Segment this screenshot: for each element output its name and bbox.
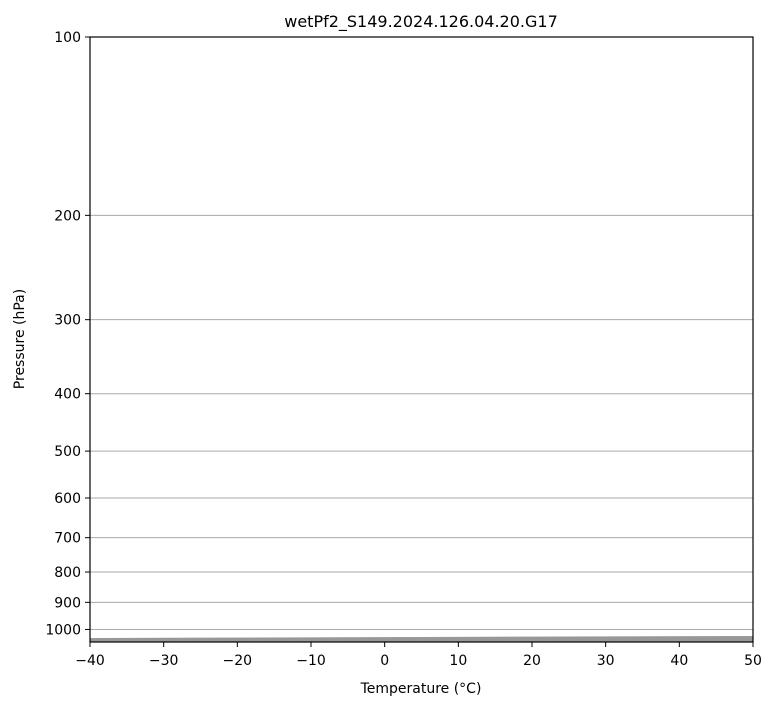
y-tick-label: 300 [54,313,81,329]
plot-area: 0.10.20.40.611.52346810131620253036-100-… [90,37,753,642]
x-tick-label: 20 [523,653,541,669]
y-tick-label: 200 [54,208,81,224]
y-axis-ticks: 100 200 300 400 500 600 700 800 900 1000 [45,30,90,638]
x-axis-label: Temperature (°C) [360,681,482,697]
isobar-gridlines [90,37,753,630]
x-tick-label: 50 [744,653,762,669]
x-tick-label: −20 [223,653,253,669]
x-tick-label: 30 [597,653,615,669]
plot-frame [89,36,754,643]
chart-title: wetPf2_S149.2024.126.04.20.G17 [284,12,558,32]
x-tick-label: 40 [670,653,688,669]
y-tick-label: 900 [54,595,81,611]
x-tick-label: 10 [449,653,467,669]
y-tick-label: 100 [54,30,81,46]
x-axis-ticks: −40 −30 −20 −10 0 10 20 30 40 50 [75,642,762,669]
y-tick-label: 800 [54,565,81,581]
y-tick-label: 600 [54,491,81,507]
y-tick-label: 1000 [45,622,81,638]
y-tick-label: 400 [54,387,81,403]
x-tick-label: −40 [75,653,105,669]
x-tick-label: 0 [380,653,389,669]
y-axis-label: Pressure (hPa) [12,289,28,389]
x-tick-label: −30 [149,653,179,669]
y-tick-label: 700 [54,531,81,547]
x-tick-label: −10 [296,653,326,669]
y-tick-label: 500 [54,444,81,460]
